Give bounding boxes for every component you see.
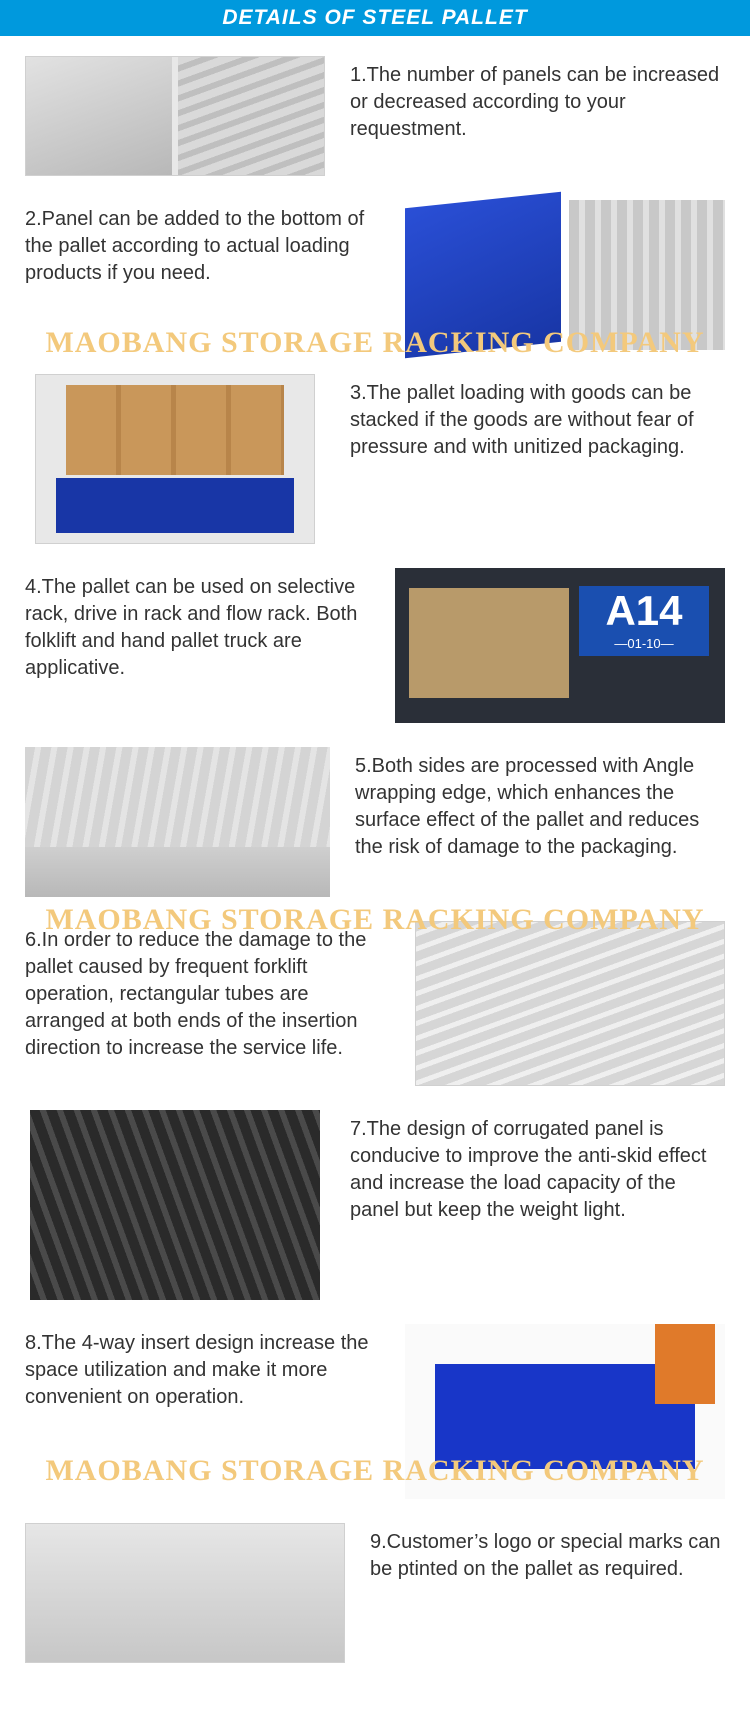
detail-row-5: 5.Both sides are processed with Angle wr… [25, 747, 725, 897]
detail-text-7: 7.The design of corrugated panel is cond… [350, 1110, 725, 1224]
detail-row-2: 2.Panel can be added to the bottom of th… [25, 200, 725, 350]
rack-sign-range: —01-10— [579, 636, 709, 651]
detail-text-5: 5.Both sides are processed with Angle wr… [355, 747, 725, 861]
page-title-bar: DETAILS OF STEEL PALLET [0, 0, 750, 36]
page-title: DETAILS OF STEEL PALLET [222, 6, 527, 29]
detail-row-4: 4.The pallet can be used on selective ra… [25, 568, 725, 723]
detail-image-2 [405, 200, 725, 350]
detail-text-3: 3.The pallet loading with goods can be s… [350, 374, 725, 461]
detail-text-9: 9.Customer’s logo or special marks can b… [370, 1523, 725, 1583]
detail-text-4: 4.The pallet can be used on selective ra… [25, 568, 370, 682]
detail-row-7: 7.The design of corrugated panel is cond… [25, 1110, 725, 1300]
content-area: MAOBANG STORAGE RACKING COMPANY MAOBANG … [0, 36, 750, 1717]
rack-sign-code: A14 [579, 586, 709, 636]
rack-sign: A14 —01-10— [579, 586, 709, 656]
detail-row-3: 3.The pallet loading with goods can be s… [25, 374, 725, 544]
detail-row-6: 6.In order to reduce the damage to the p… [25, 921, 725, 1086]
detail-image-8 [405, 1324, 725, 1499]
detail-row-9: 9.Customer’s logo or special marks can b… [25, 1523, 725, 1663]
detail-image-6 [415, 921, 725, 1086]
detail-image-5 [25, 747, 330, 897]
detail-image-3 [25, 374, 325, 544]
detail-image-9 [25, 1523, 345, 1663]
detail-image-7 [25, 1110, 325, 1300]
detail-text-2: 2.Panel can be added to the bottom of th… [25, 200, 380, 287]
detail-row-1: 1.The number of panels can be increased … [25, 56, 725, 176]
detail-image-4: A14 —01-10— [395, 568, 725, 723]
detail-image-1 [25, 56, 325, 176]
detail-text-6: 6.In order to reduce the damage to the p… [25, 921, 390, 1062]
detail-text-8: 8.The 4-way insert design increase the s… [25, 1324, 380, 1411]
detail-row-8: 8.The 4-way insert design increase the s… [25, 1324, 725, 1499]
detail-text-1: 1.The number of panels can be increased … [350, 56, 725, 143]
